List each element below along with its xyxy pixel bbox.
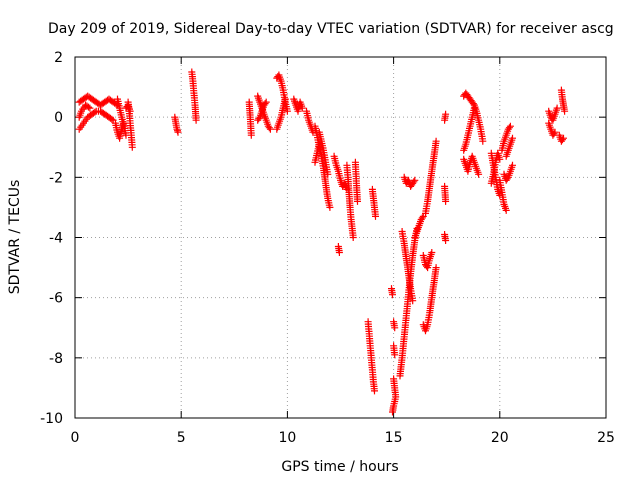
- data-point: [442, 110, 450, 118]
- data-point: [553, 104, 561, 112]
- data-point: [335, 249, 343, 256]
- y-axis-label: SDTVAR / TECUs: [7, 180, 23, 295]
- data-point: [349, 234, 357, 241]
- data-point: [86, 104, 94, 112]
- data-point: [261, 100, 269, 108]
- data-point: [283, 107, 291, 115]
- data-point: [247, 131, 255, 139]
- data-point: [551, 128, 559, 136]
- data-point: [389, 291, 396, 299]
- data-point: [265, 124, 273, 132]
- x-axis-ticks: 0 5 10 15 20 25: [71, 57, 615, 446]
- data-point: [281, 95, 289, 103]
- y-tick-label: -2: [49, 170, 63, 186]
- chart-title: Day 209 of 2019, Sidereal Day-to-day VTE…: [48, 21, 614, 37]
- data-point: [418, 214, 426, 222]
- data-point: [108, 115, 116, 123]
- data-point: [505, 124, 513, 132]
- data-point: [509, 134, 516, 142]
- data-point: [324, 170, 332, 178]
- data-point: [85, 103, 92, 111]
- data-point: [559, 136, 566, 144]
- y-tick-label: -10: [40, 411, 63, 427]
- data-point: [560, 134, 567, 142]
- data-point: [309, 128, 317, 136]
- x-tick-label: 25: [597, 430, 615, 446]
- data-point: [432, 137, 440, 145]
- data-point: [432, 264, 440, 272]
- data-point: [469, 100, 477, 108]
- data-point: [192, 116, 200, 124]
- data-point: [470, 104, 478, 112]
- data-point: [298, 104, 306, 112]
- data-point: [442, 197, 450, 205]
- x-tick-label: 15: [385, 430, 403, 446]
- x-tick-label: 10: [278, 430, 296, 446]
- data-point: [391, 351, 399, 359]
- y-tick-label: 2: [54, 50, 63, 66]
- data-point: [315, 140, 323, 148]
- x-axis-label: GPS time / hours: [281, 459, 398, 475]
- y-tick-label: -6: [49, 291, 63, 307]
- data-point: [389, 408, 396, 416]
- data-point: [354, 197, 361, 205]
- data-point: [126, 107, 134, 115]
- data-point: [326, 203, 334, 211]
- data-point: [266, 125, 274, 133]
- y-tick-label: 0: [54, 110, 63, 126]
- data-point: [174, 128, 182, 136]
- data-point: [475, 170, 483, 178]
- data-points: [75, 68, 569, 416]
- x-tick-label: 0: [71, 430, 80, 446]
- data-point: [479, 137, 487, 145]
- data-point: [409, 297, 417, 305]
- data-point: [496, 155, 504, 163]
- data-point: [391, 324, 399, 332]
- data-point: [262, 98, 270, 106]
- data-point: [410, 178, 418, 186]
- x-tick-label: 5: [177, 430, 186, 446]
- data-point: [561, 107, 569, 115]
- y-tick-label: -8: [49, 351, 63, 367]
- grid-lines: [75, 57, 606, 418]
- data-point: [411, 176, 419, 184]
- y-tick-label: -4: [49, 231, 63, 247]
- data-point: [371, 387, 378, 395]
- data-point: [442, 237, 450, 244]
- data-point: [91, 108, 99, 116]
- data-point: [502, 206, 510, 214]
- data-point: [550, 130, 558, 138]
- data-point: [128, 143, 136, 151]
- plot-frame: [74, 56, 607, 419]
- data-point: [509, 161, 516, 169]
- y-axis-ticks: -10 -8 -6 -4 -2 0 2: [40, 50, 606, 427]
- x-tick-label: 20: [491, 430, 509, 446]
- data-point: [372, 212, 379, 220]
- data-point: [506, 122, 514, 130]
- data-point: [428, 249, 436, 256]
